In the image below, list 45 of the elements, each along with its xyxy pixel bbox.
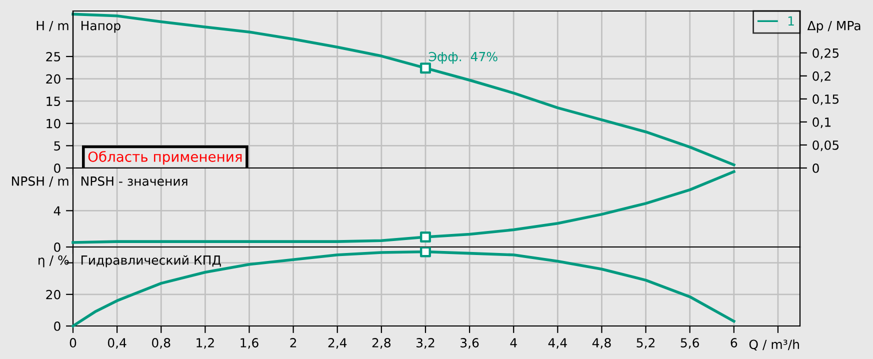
y-tick-label: 0	[54, 242, 60, 252]
y2-tick-label: 0,25	[812, 48, 839, 60]
y-tick-label: 15	[46, 96, 60, 106]
legend-label: 1	[788, 16, 794, 26]
y-axis-title: NPSH / m	[12, 176, 68, 187]
x-tick-label: 4	[510, 338, 517, 348]
x-tick-label: 3,2	[416, 338, 434, 349]
y-axis-title: H / m	[36, 21, 68, 32]
y-tick-label: 20	[46, 74, 60, 84]
y-tick-label: 25	[46, 52, 60, 62]
y-axis-title: η / %	[38, 255, 69, 268]
line-series	[72, 12, 736, 166]
x-tick-label: 2,4	[328, 338, 347, 349]
line-series	[72, 170, 736, 244]
x-tick-label: 3,6	[460, 338, 479, 349]
y-tick-label: 4	[54, 206, 60, 216]
x-tick-label: 4,8	[592, 338, 611, 349]
annotation: Гидравлический КПД	[81, 255, 221, 268]
x-tick-label: 0,4	[108, 338, 126, 349]
annotation: Напор	[81, 21, 120, 33]
x-tick-label: 0,8	[152, 338, 170, 349]
x-axis-title: Q / m³/h	[749, 339, 799, 351]
x-tick-label: 1,2	[196, 338, 214, 349]
x-tick-label: 5,2	[636, 338, 654, 349]
y2-tick-label: 0,15	[812, 94, 839, 106]
y2-tick-label: 0,05	[812, 140, 839, 152]
x-tick-label: 1,6	[240, 338, 258, 349]
y2-tick-label: 0,1	[812, 117, 831, 128]
x-tick-label: 2,8	[372, 338, 391, 349]
y2-tick-label: 0	[812, 163, 819, 173]
y-tick-label: 5	[54, 141, 60, 151]
y2-tick-label: 0,2	[812, 71, 830, 82]
x-tick-label: 6	[730, 338, 738, 348]
y2-axis-title: Δp / MPa	[807, 21, 860, 33]
y-tick-label: 20	[46, 290, 60, 300]
annotation: Эфф. 47%	[428, 52, 498, 64]
y-tick-label: 0	[54, 321, 60, 331]
x-tick-label: 0	[70, 338, 76, 348]
annotation: Область применения	[88, 150, 242, 165]
y-tick-label: 10	[46, 118, 60, 128]
y-tick-label: 0	[54, 163, 60, 173]
annotation: NPSH - значения	[81, 176, 188, 186]
x-tick-label: 2	[290, 338, 296, 348]
x-tick-label: 5,6	[680, 338, 699, 349]
x-tick-label: 4,4	[548, 338, 567, 349]
